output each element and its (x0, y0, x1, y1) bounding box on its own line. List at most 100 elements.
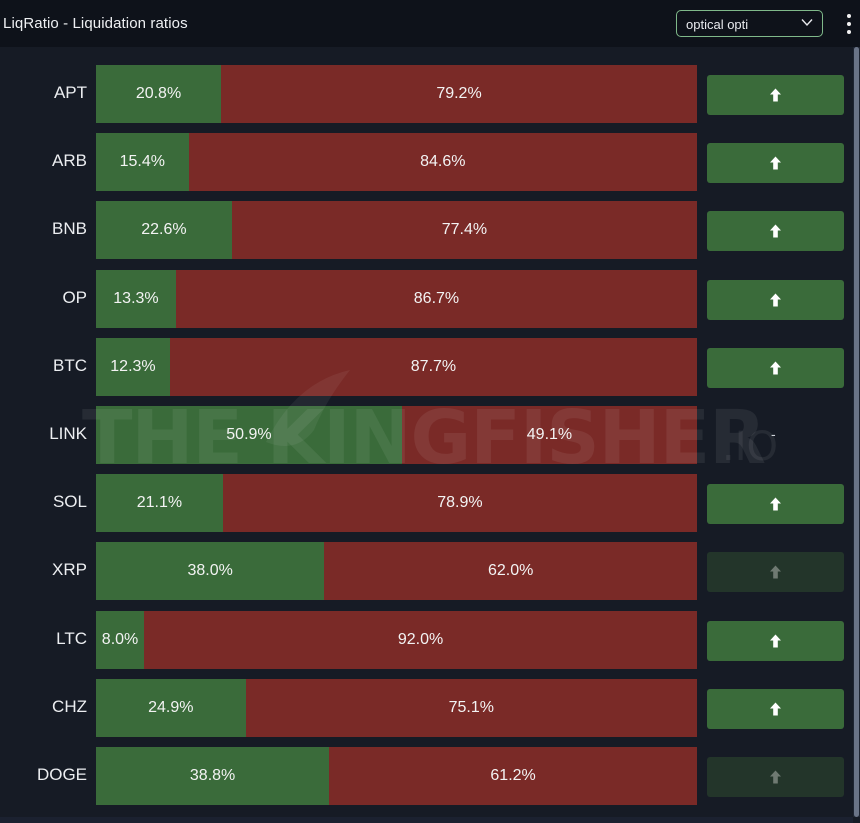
long-percent: 8.0% (101, 630, 139, 648)
short-percent: 75.1% (448, 698, 494, 716)
short-percent: 92.0% (397, 630, 444, 648)
signal-button[interactable] (707, 484, 844, 525)
more-options-icon[interactable] (846, 14, 852, 34)
long-percent: 50.9% (226, 426, 272, 443)
long-percent: 22.6% (141, 221, 187, 239)
arrow-up-icon (770, 497, 781, 511)
arrow-up-icon (770, 634, 781, 648)
arrow-up-icon (770, 361, 781, 375)
chevron-down-icon (801, 19, 813, 27)
short-percent: 61.2% (490, 767, 536, 784)
long-percent: 38.8% (189, 767, 236, 784)
long-percent: 12.3% (110, 357, 156, 375)
ratio-bar: 24.9% 75.1% (96, 678, 697, 737)
short-percent: 77.4% (441, 221, 488, 239)
long-percent: 13.3% (113, 289, 159, 307)
signal-button[interactable] (707, 279, 844, 320)
ratio-bar: 21.1% 78.9% (96, 474, 697, 533)
ticker-label: LTC (56, 628, 87, 648)
ratio-row-xrp: XRP 38.0% 62.0% (0, 540, 853, 601)
scrollbar-thumb[interactable] (854, 47, 859, 817)
ticker-label: APT (53, 83, 87, 102)
bottom-edge (0, 817, 853, 823)
ticker-label: XRP (52, 560, 87, 580)
ticker-label: BNB (52, 219, 87, 239)
long-segment: 12.3% (96, 337, 170, 396)
arrow-up-icon (770, 565, 781, 579)
long-segment: 20.8% (96, 65, 221, 123)
ratio-bar: 12.3% 87.7% (96, 337, 697, 396)
signal-button[interactable] (707, 143, 844, 184)
short-segment: 75.1% (245, 678, 697, 737)
top-bar: LiqRatio - Liquidation ratios optical op… (0, 0, 860, 47)
ratio-bar: 8.0% 92.0% (96, 610, 697, 669)
ticker-label: OP (62, 287, 87, 307)
ratio-bar: 38.8% 61.2% (96, 747, 697, 805)
ticker-label: LINK (49, 424, 87, 443)
arrow-up-icon (770, 293, 781, 307)
short-segment: 49.1% (401, 406, 697, 464)
ratio-bar: 13.3% 86.7% (96, 269, 697, 328)
long-segment: 24.9% (96, 678, 246, 737)
arrow-up-icon (770, 770, 781, 784)
long-segment: 50.9% (96, 406, 402, 464)
ratio-row-chz: CHZ 24.9% 75.1% (0, 677, 853, 737)
signal-button[interactable] (707, 688, 844, 729)
scrollbar[interactable] (853, 47, 860, 817)
long-percent: 20.8% (135, 85, 182, 102)
short-percent: 49.1% (526, 426, 573, 443)
ratio-row-sol: SOL 21.1% 78.9% (0, 472, 853, 533)
long-segment: 38.0% (96, 542, 325, 601)
ratio-row-ltc: LTC 8.0% 92.0% (0, 609, 853, 669)
ratio-bar: 20.8% 79.2% (96, 65, 697, 123)
long-percent: 24.9% (148, 698, 194, 716)
exchange-select[interactable]: optical opti (676, 10, 823, 37)
ticker-label: ARB (52, 151, 87, 171)
short-percent: 78.9% (437, 494, 483, 512)
arrow-up-icon (770, 156, 781, 170)
ratio-bar: 50.9% 49.1% (96, 406, 697, 464)
short-percent: 87.7% (410, 357, 457, 375)
long-percent: 15.4% (119, 153, 165, 171)
signal-button[interactable] (707, 347, 844, 388)
ticker-label: DOGE (36, 765, 87, 784)
page-title: LiqRatio - Liquidation ratios (3, 15, 188, 32)
long-segment: 13.3% (96, 269, 176, 328)
ratio-row-apt: APT 20.8% 79.2% (0, 63, 853, 123)
long-segment: 38.8% (96, 747, 330, 805)
ratio-bar: 15.4% 84.6% (96, 133, 697, 192)
signal-button[interactable] (707, 552, 844, 593)
short-segment: 62.0% (324, 542, 697, 601)
long-segment: 22.6% (96, 201, 232, 260)
short-segment: 87.7% (169, 337, 697, 396)
long-segment: 21.1% (96, 474, 223, 533)
ticker-label: CHZ (52, 696, 87, 716)
short-segment: 86.7% (175, 269, 697, 328)
arrow-up-icon (770, 702, 781, 716)
short-percent: 84.6% (420, 153, 466, 171)
short-segment: 92.0% (144, 610, 697, 669)
ticker-label: SOL (52, 492, 87, 512)
short-segment: 77.4% (231, 201, 697, 260)
arrow-up-icon (770, 224, 781, 238)
ratio-bar: 38.0% 62.0% (96, 542, 697, 601)
arrow-up-icon (770, 88, 781, 102)
ratio-row-bnb: BNB 22.6% 77.4% (0, 199, 853, 260)
signal-button[interactable] (707, 620, 844, 661)
ratio-row-btc: BTC 12.3% 87.7% (0, 336, 853, 396)
short-percent: 62.0% (488, 562, 534, 580)
exchange-select-value: optical opti (686, 17, 749, 32)
ratio-row-op: OP 13.3% 86.7% (0, 268, 853, 328)
short-segment: 78.9% (222, 474, 697, 533)
short-percent: 79.2% (436, 85, 482, 102)
short-segment: 79.2% (221, 65, 697, 123)
long-segment: 8.0% (96, 610, 145, 669)
short-segment: 61.2% (329, 747, 697, 805)
ratio-row-arb: ARB 15.4% 84.6% (0, 131, 853, 192)
signal-button[interactable] (707, 757, 844, 797)
signal-button[interactable] (707, 211, 844, 252)
signal-button[interactable] (707, 75, 844, 115)
long-percent: 21.1% (136, 494, 183, 512)
ratio-row-doge: DOGE 38.8% 61.2% (0, 745, 853, 805)
short-percent: 86.7% (413, 289, 460, 307)
